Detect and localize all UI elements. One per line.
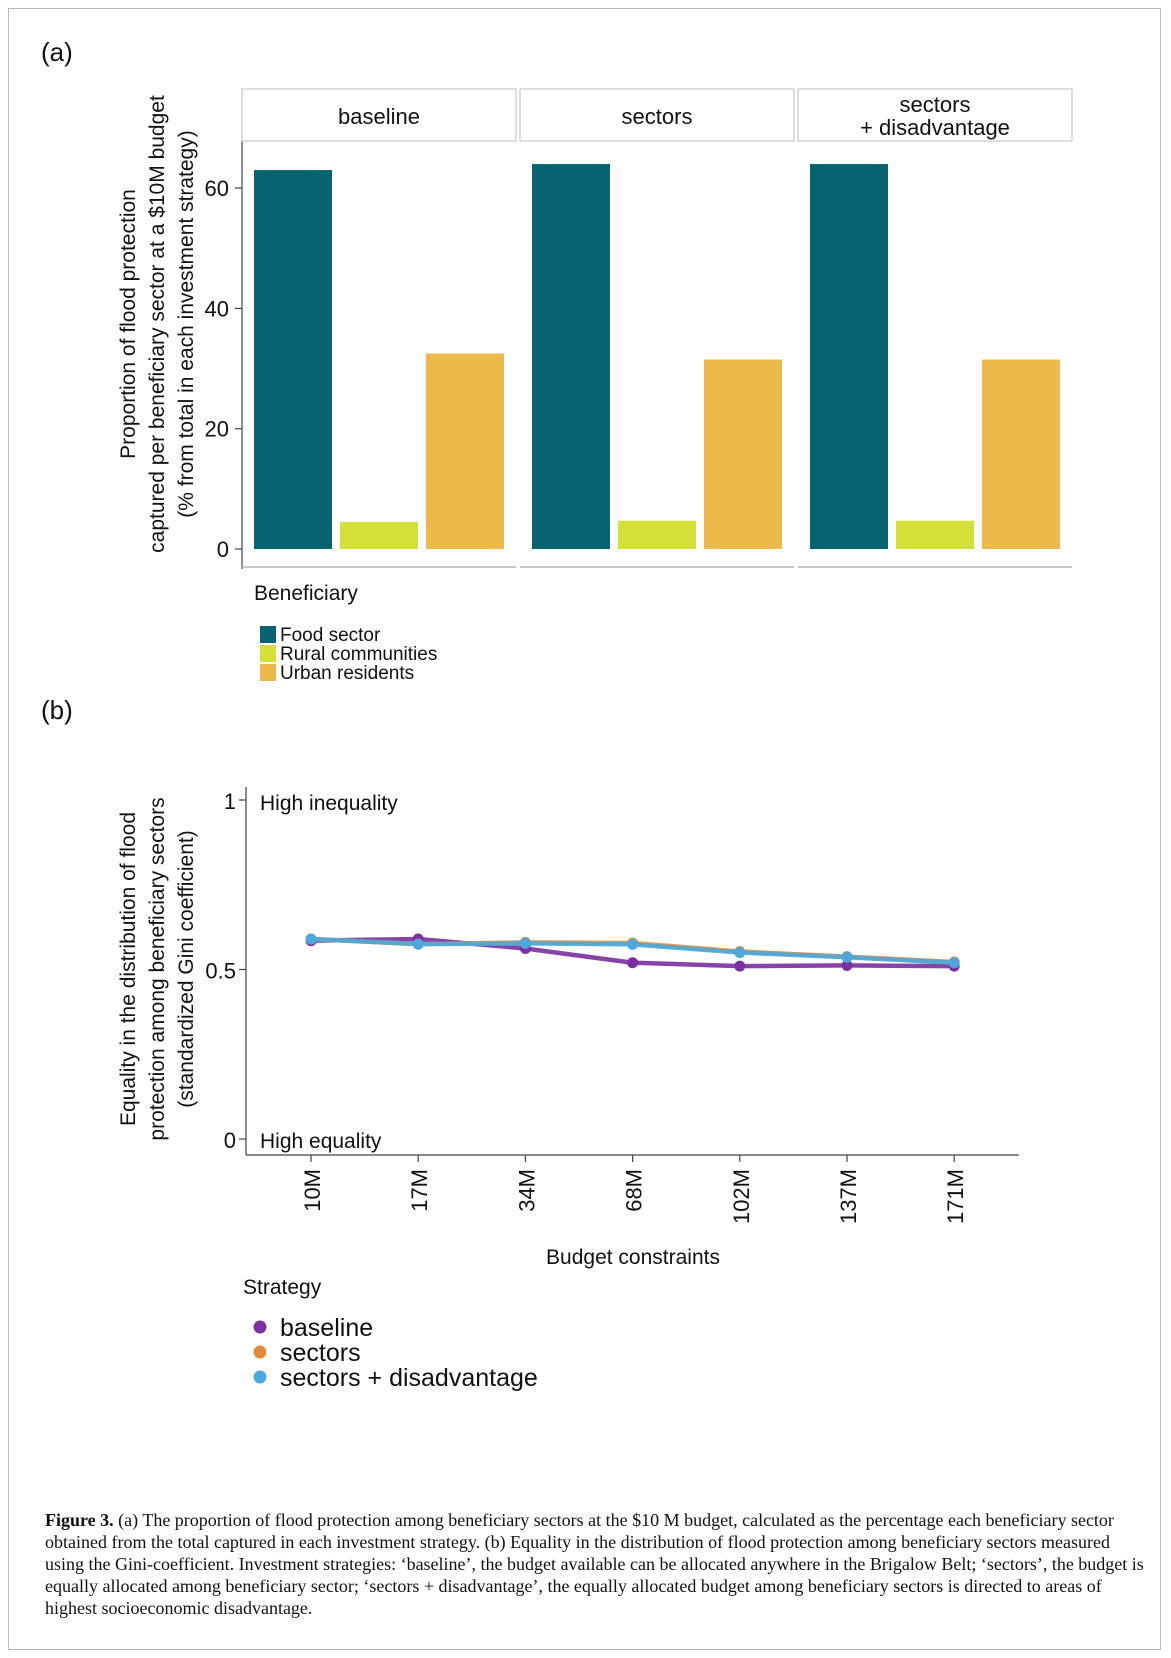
legend-key-sectors — [253, 1345, 267, 1359]
high-equality-annotation: High equality — [260, 1130, 382, 1153]
legend-key-urban-residents — [260, 664, 276, 681]
panel-b-y-axis-title-line: protection among beneficiary sectors — [146, 797, 169, 1140]
facet-strip — [519, 88, 795, 142]
facet-title: sectors — [900, 92, 971, 117]
panel-b-y-tick-label: 1 — [224, 789, 236, 814]
bar-food-sector — [532, 164, 610, 549]
bar-rural-communities — [618, 520, 696, 549]
facet-sectors: sectors — [519, 88, 795, 568]
facet-sectors-disadvantage: sectors+ disadvantage — [797, 88, 1073, 568]
panel-a-y-axis-title-line: captured per beneficiary sector at a $10… — [146, 95, 169, 553]
series-point-sectors-disadvantage — [948, 957, 960, 969]
figure-caption: Figure 3. (a) The proportion of flood pr… — [45, 1509, 1145, 1619]
series-point-sectors-disadvantage — [519, 937, 531, 949]
panel-b-legend-title: Strategy — [243, 1276, 322, 1299]
panel-b-x-axis-title: Budget constraints — [546, 1246, 720, 1269]
panel-b-x-tick-label: 10M — [300, 1169, 325, 1212]
series-point-baseline — [734, 960, 746, 972]
facet-strip — [797, 88, 1073, 142]
panel-b-x-tick-label: 68M — [622, 1169, 647, 1212]
panel-b-x-tick-label: 102M — [729, 1169, 754, 1224]
bar-urban-residents — [704, 359, 782, 549]
series-point-sectors-disadvantage — [734, 947, 746, 959]
panel-a-y-axis-title: Proportion of flood protection captured p… — [117, 95, 198, 553]
facet-title: sectors — [622, 104, 693, 129]
panel-a-y-tick-label: 20 — [205, 417, 229, 442]
series-sectors-disadvantage — [305, 933, 960, 969]
series-point-baseline — [841, 959, 853, 971]
panel-b-x-tick-label: 137M — [836, 1169, 861, 1224]
legend-label-sectors: sectors — [280, 1339, 361, 1367]
bar-rural-communities — [896, 520, 974, 549]
panel-a-y-axis: 0 20 40 60 — [205, 141, 243, 569]
panel-b-y-axis-title-line: (standardized Gini coefficient) — [175, 830, 198, 1107]
panel-a-y-axis-title-line: Proportion of flood protection — [117, 189, 140, 459]
caption-label: Figure 3. — [45, 1510, 114, 1530]
legend-key-rural-communities — [260, 645, 276, 662]
bar-food-sector — [254, 170, 332, 550]
panel-a-facets: baseline sectors sectors+ disadvantage — [241, 88, 1073, 568]
legend-label-sectors-disadvantage: sectors + disadvantage — [280, 1364, 538, 1392]
panel-b-y-tick-label: 0 — [224, 1128, 236, 1153]
panel-a-y-tick-label: 60 — [205, 176, 229, 201]
panel-b-axes: 0 0.5 1 10M 17M 34M 68M 102M 137M 171M — [205, 787, 1019, 1224]
series-point-baseline — [627, 957, 639, 969]
panel-a-y-tick-label: 0 — [217, 537, 229, 562]
legend-label-rural-communities: Rural communities — [280, 644, 437, 665]
figure: (a) Proportion of flood protection captur… — [8, 8, 1161, 1650]
series-point-sectors-disadvantage — [412, 938, 424, 950]
panel-a-y-axis-title-line: (% from total in each investment strateg… — [175, 130, 198, 518]
series-point-sectors-disadvantage — [841, 951, 853, 963]
panel-b-x-tick-label: 171M — [943, 1169, 968, 1224]
panel-b-label: (b) — [41, 695, 73, 725]
bar-urban-residents — [982, 359, 1060, 549]
legend-label-urban-residents: Urban residents — [280, 663, 414, 684]
panel-b-x-tick-label: 34M — [514, 1169, 539, 1212]
facet-title: baseline — [338, 104, 420, 129]
panel-b-y-axis-title-line: Equality in the distribution of flood — [117, 812, 140, 1126]
figure-plots: (a) Proportion of flood protection captur… — [41, 37, 1073, 1392]
panel-b-y-axis-title: Equality in the distribution of flood pro… — [117, 797, 198, 1140]
series-point-sectors-disadvantage — [305, 933, 317, 945]
series-point-sectors-disadvantage — [627, 938, 639, 950]
facet-baseline: baseline — [241, 88, 517, 568]
legend-label-baseline: baseline — [280, 1314, 373, 1342]
bar-food-sector — [810, 164, 888, 549]
panel-b-x-tick-label: 17M — [407, 1169, 432, 1212]
facet-title: + disadvantage — [860, 115, 1010, 140]
panel-b-y-tick-label: 0.5 — [205, 959, 236, 984]
high-inequality-annotation: High inequality — [260, 792, 398, 815]
panel-b-series — [305, 933, 960, 972]
legend-key-sectors-disadvantage — [253, 1370, 267, 1384]
bar-rural-communities — [340, 521, 418, 549]
legend-key-food-sector — [260, 626, 276, 643]
legend-key-baseline — [253, 1320, 267, 1334]
panel-a: (a) Proportion of flood protection captur… — [41, 37, 1073, 684]
panel-a-legend-title: Beneficiary — [254, 582, 358, 605]
panel-b: (b) Equality in the distribution of floo… — [41, 695, 1019, 1392]
legend-label-food-sector: Food sector — [280, 625, 381, 646]
facet-strip — [241, 88, 517, 142]
panel-a-label: (a) — [41, 37, 73, 67]
caption-text: (a) The proportion of flood protection a… — [45, 1510, 1144, 1618]
panel-a-y-tick-label: 40 — [205, 296, 229, 321]
bar-urban-residents — [426, 353, 504, 549]
